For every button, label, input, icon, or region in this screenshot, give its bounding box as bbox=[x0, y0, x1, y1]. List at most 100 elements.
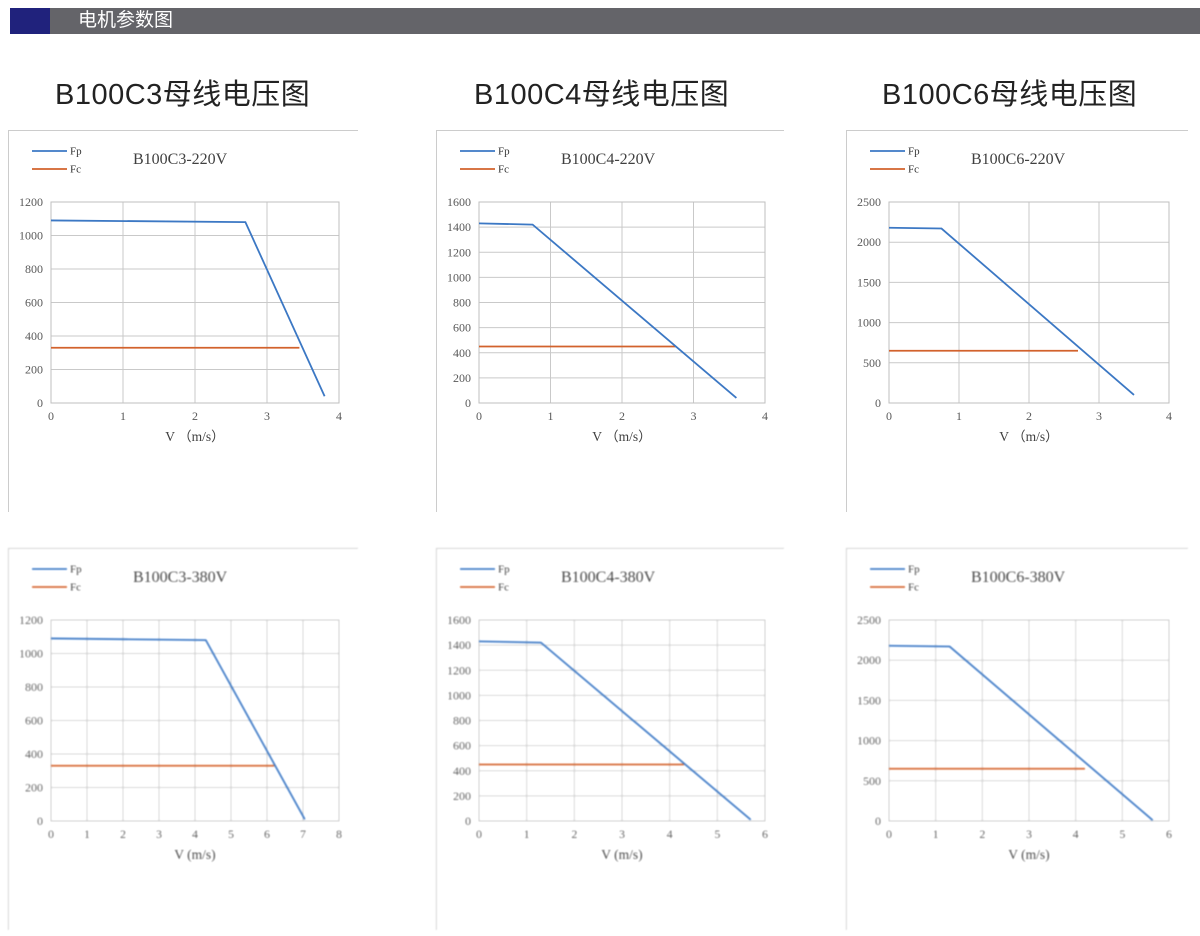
svg-text:0: 0 bbox=[37, 396, 43, 410]
svg-text:5: 5 bbox=[714, 827, 720, 841]
svg-text:800: 800 bbox=[453, 714, 471, 728]
svg-text:0: 0 bbox=[875, 814, 881, 828]
svg-text:4: 4 bbox=[1166, 409, 1172, 423]
svg-text:0: 0 bbox=[37, 814, 43, 828]
svg-text:3: 3 bbox=[264, 409, 270, 423]
svg-text:V (m/s): V (m/s) bbox=[174, 847, 215, 862]
svg-text:1: 1 bbox=[956, 409, 962, 423]
svg-text:200: 200 bbox=[25, 363, 43, 377]
svg-text:1600: 1600 bbox=[447, 613, 471, 627]
svg-text:Fp: Fp bbox=[70, 146, 82, 158]
svg-text:Fc: Fc bbox=[908, 164, 919, 176]
svg-text:400: 400 bbox=[453, 346, 471, 360]
svg-text:5: 5 bbox=[228, 827, 234, 841]
svg-text:4: 4 bbox=[762, 409, 768, 423]
svg-text:0: 0 bbox=[465, 814, 471, 828]
svg-text:B100C4-220V: B100C4-220V bbox=[561, 151, 656, 168]
svg-text:6: 6 bbox=[264, 827, 270, 841]
svg-text:1200: 1200 bbox=[447, 663, 471, 677]
svg-text:Fp: Fp bbox=[498, 146, 510, 158]
svg-text:2: 2 bbox=[192, 409, 198, 423]
svg-text:0: 0 bbox=[476, 409, 482, 423]
svg-text:6: 6 bbox=[762, 827, 768, 841]
svg-text:500: 500 bbox=[863, 774, 881, 788]
svg-text:2: 2 bbox=[120, 827, 126, 841]
svg-text:4: 4 bbox=[192, 827, 198, 841]
svg-text:3: 3 bbox=[1096, 409, 1102, 423]
svg-text:2000: 2000 bbox=[857, 653, 881, 667]
svg-text:1: 1 bbox=[84, 827, 90, 841]
svg-text:Fp: Fp bbox=[908, 564, 920, 576]
svg-text:7: 7 bbox=[300, 827, 306, 841]
svg-text:Fc: Fc bbox=[498, 582, 509, 594]
svg-text:200: 200 bbox=[25, 781, 43, 795]
svg-text:1000: 1000 bbox=[857, 316, 881, 330]
svg-text:2: 2 bbox=[571, 827, 577, 841]
svg-text:2: 2 bbox=[979, 827, 985, 841]
svg-text:3: 3 bbox=[1026, 827, 1032, 841]
svg-text:200: 200 bbox=[453, 789, 471, 803]
svg-text:V （m/s）: V （m/s） bbox=[592, 429, 651, 444]
svg-text:1400: 1400 bbox=[447, 220, 471, 234]
svg-text:V (m/s): V (m/s) bbox=[601, 847, 642, 862]
svg-text:Fc: Fc bbox=[70, 582, 81, 594]
svg-text:1500: 1500 bbox=[857, 693, 881, 707]
svg-text:800: 800 bbox=[25, 680, 43, 694]
svg-text:3: 3 bbox=[691, 409, 697, 423]
svg-text:2500: 2500 bbox=[857, 613, 881, 627]
svg-text:600: 600 bbox=[25, 296, 43, 310]
svg-text:4: 4 bbox=[667, 827, 673, 841]
svg-text:2500: 2500 bbox=[857, 195, 881, 209]
svg-text:1: 1 bbox=[548, 409, 554, 423]
svg-text:1: 1 bbox=[933, 827, 939, 841]
svg-text:B100C6-380V: B100C6-380V bbox=[971, 569, 1066, 586]
svg-text:V （m/s）: V （m/s） bbox=[999, 429, 1058, 444]
svg-text:1: 1 bbox=[120, 409, 126, 423]
svg-text:B100C3-220V: B100C3-220V bbox=[133, 151, 228, 168]
svg-text:1500: 1500 bbox=[857, 275, 881, 289]
svg-text:0: 0 bbox=[465, 396, 471, 410]
svg-text:Fp: Fp bbox=[498, 564, 510, 576]
svg-text:B100C6-220V: B100C6-220V bbox=[971, 151, 1066, 168]
svg-text:600: 600 bbox=[453, 321, 471, 335]
svg-text:Fc: Fc bbox=[498, 164, 509, 176]
svg-text:Fp: Fp bbox=[70, 564, 82, 576]
svg-text:1000: 1000 bbox=[447, 688, 471, 702]
svg-text:0: 0 bbox=[48, 409, 54, 423]
svg-text:6: 6 bbox=[1166, 827, 1172, 841]
svg-text:Fc: Fc bbox=[908, 582, 919, 594]
svg-text:400: 400 bbox=[25, 747, 43, 761]
svg-text:0: 0 bbox=[886, 409, 892, 423]
svg-text:800: 800 bbox=[25, 262, 43, 276]
svg-text:2: 2 bbox=[1026, 409, 1032, 423]
svg-text:500: 500 bbox=[863, 356, 881, 370]
svg-text:2000: 2000 bbox=[857, 235, 881, 249]
svg-text:400: 400 bbox=[25, 329, 43, 343]
svg-text:B100C3-380V: B100C3-380V bbox=[133, 569, 228, 586]
svg-text:0: 0 bbox=[476, 827, 482, 841]
svg-text:V （m/s）: V （m/s） bbox=[165, 429, 224, 444]
svg-text:1000: 1000 bbox=[857, 734, 881, 748]
svg-text:400: 400 bbox=[453, 764, 471, 778]
svg-text:1200: 1200 bbox=[19, 195, 43, 209]
svg-text:8: 8 bbox=[336, 827, 342, 841]
svg-text:200: 200 bbox=[453, 371, 471, 385]
svg-text:800: 800 bbox=[453, 296, 471, 310]
svg-text:600: 600 bbox=[453, 739, 471, 753]
svg-text:1400: 1400 bbox=[447, 638, 471, 652]
svg-text:1200: 1200 bbox=[19, 613, 43, 627]
svg-text:3: 3 bbox=[156, 827, 162, 841]
svg-text:5: 5 bbox=[1119, 827, 1125, 841]
svg-text:4: 4 bbox=[336, 409, 342, 423]
svg-text:1000: 1000 bbox=[19, 647, 43, 661]
svg-text:2: 2 bbox=[619, 409, 625, 423]
svg-text:Fp: Fp bbox=[908, 146, 920, 158]
svg-text:B100C4-380V: B100C4-380V bbox=[561, 569, 656, 586]
svg-text:1200: 1200 bbox=[447, 245, 471, 259]
svg-text:4: 4 bbox=[1073, 827, 1079, 841]
svg-text:600: 600 bbox=[25, 714, 43, 728]
svg-text:V (m/s): V (m/s) bbox=[1008, 847, 1049, 862]
svg-text:0: 0 bbox=[886, 827, 892, 841]
svg-text:1: 1 bbox=[524, 827, 530, 841]
svg-text:1600: 1600 bbox=[447, 195, 471, 209]
